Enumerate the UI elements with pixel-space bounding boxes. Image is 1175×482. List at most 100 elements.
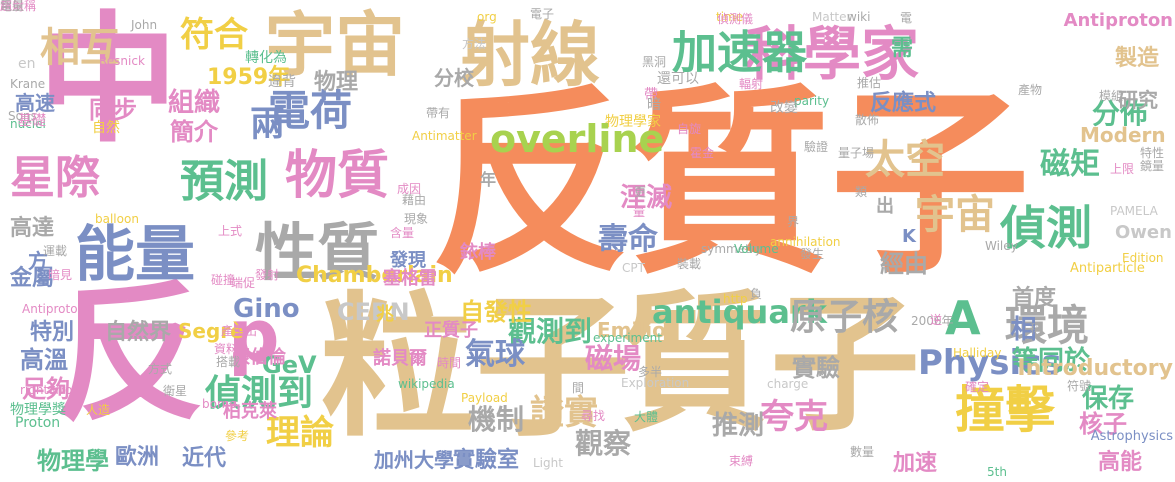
cloud-word: 方法: [462, 37, 487, 51]
cloud-word: 暗見: [48, 268, 73, 282]
cloud-word: 夸克: [760, 397, 828, 437]
cloud-word: 原子核: [790, 297, 899, 338]
cloud-word: 上式: [218, 224, 243, 238]
cloud-word: 數量: [850, 445, 875, 459]
cloud-word: Krane: [10, 77, 46, 91]
cloud-word: 磁矩: [1040, 147, 1100, 182]
cloud-word: K: [902, 226, 916, 247]
cloud-word: 暗: [647, 97, 661, 113]
cloud-word: 高能: [1098, 450, 1143, 475]
cloud-word: 撞擊: [955, 381, 1055, 439]
cloud-word: 加速: [893, 451, 938, 476]
cloud-word: 星際: [10, 151, 101, 204]
cloud-word: annihilation: [770, 235, 841, 249]
cloud-word: 金屬: [10, 266, 55, 291]
cloud-word: Halliday: [953, 346, 1002, 360]
cloud-word: 年: [480, 170, 497, 189]
cloud-word: 特性: [1140, 146, 1165, 160]
cloud-word: Antimatter: [412, 129, 477, 143]
cloud-word: 自發性: [460, 298, 532, 326]
cloud-word: 多半: [638, 365, 663, 379]
cloud-word: 氣球: [465, 337, 525, 372]
cloud-word: Antiproton2: [22, 302, 93, 316]
cloud-word: Chamberlain: [296, 263, 453, 288]
cloud-word: charge: [767, 377, 809, 391]
cloud-word: 間: [572, 381, 585, 395]
cloud-word: 成因: [397, 182, 422, 196]
cloud-word: Segrè: [178, 319, 244, 343]
cloud-word: Sons: [8, 109, 37, 123]
cloud-word: symmetry: [701, 242, 762, 256]
cloud-word: 超射稱: [0, 0, 37, 13]
cloud-word: Antiproton: [1063, 10, 1173, 31]
cloud-word: 足夠: [22, 375, 70, 403]
cloud-word: 還可以: [657, 71, 699, 87]
cloud-word: wikipedia: [398, 377, 455, 391]
cloud-word: 產生出: [221, 324, 258, 338]
cloud-word: 改變: [770, 100, 798, 116]
cloud-word: 等同於: [1012, 346, 1091, 376]
cloud-word: 帶有: [426, 106, 451, 120]
cloud-word: 張伯倫: [232, 347, 286, 368]
cloud-word: 壽命: [598, 222, 658, 257]
cloud-word: 組織: [168, 88, 221, 118]
cloud-word: 類: [855, 185, 868, 199]
cloud-word: 太空: [865, 137, 945, 183]
cloud-word: 諾貝爾: [373, 348, 427, 369]
cloud-word: 實驗室: [453, 448, 520, 473]
cloud-word: Gino: [233, 294, 300, 324]
cloud-word: 輻射: [739, 77, 764, 91]
cloud-word: 電: [900, 11, 913, 25]
cloud-word: 保存: [1082, 384, 1135, 414]
cloud-word: 質子: [620, 278, 921, 452]
cloud-word: Exploration: [621, 376, 690, 390]
cloud-word: 量: [633, 205, 646, 219]
cloud-word: 正質子: [424, 320, 478, 341]
cloud-word: 實驗: [792, 354, 840, 382]
cloud-word: 鏡量: [1140, 159, 1165, 173]
cloud-word: 加州大學: [374, 448, 454, 472]
cloud-word: antiquark: [652, 293, 827, 331]
cloud-word: 物質: [285, 146, 390, 206]
cloud-word: Modern: [1080, 123, 1166, 147]
cloud-word: 基礎: [18, 113, 46, 129]
cloud-word: parity: [794, 94, 830, 108]
cloud-word: 近代: [182, 446, 227, 471]
cloud-word: 5th: [987, 465, 1007, 479]
cloud-word: 束縛: [729, 454, 754, 468]
cloud-word: 逆: [930, 313, 943, 327]
cloud-word: Payload: [461, 391, 508, 405]
cloud-word: 電量: [0, 0, 25, 13]
cloud-word: 分校: [434, 66, 474, 90]
cloud-word: 中: [14, 5, 177, 140]
cloud-word: Edition: [1122, 251, 1164, 265]
cloud-word: 上限: [1110, 162, 1135, 176]
cloud-word: 轉化為: [245, 50, 287, 66]
cloud-word: 研究: [1118, 88, 1158, 112]
cloud-word: 預測: [180, 156, 268, 207]
cloud-word: A: [945, 291, 981, 345]
cloud-word: time: [716, 10, 744, 24]
cloud-word: 加速器: [672, 26, 808, 79]
cloud-word: Wiley: [985, 239, 1018, 253]
cloud-word: 符號: [1067, 379, 1092, 393]
cloud-word: 霍金: [690, 146, 715, 160]
cloud-word: 高速: [15, 91, 55, 115]
cloud-word: 界: [787, 215, 800, 229]
cloud-word: 宇宙: [265, 4, 405, 86]
cloud-word: 更: [634, 185, 647, 199]
cloud-word: 分佈: [1092, 97, 1149, 130]
cloud-word: 參考: [225, 429, 250, 443]
cloud-word: 帶: [644, 87, 658, 103]
cloud-word: wiki: [847, 10, 871, 24]
cloud-word: 偵測: [1000, 201, 1092, 255]
cloud-word: John: [131, 18, 158, 32]
cloud-word: 首度: [1012, 286, 1057, 311]
cloud-word: 資料: [214, 342, 239, 356]
cloud-word: 相互: [40, 25, 120, 71]
cloud-word: 模組: [1099, 89, 1124, 103]
cloud-word: 黑洞: [642, 55, 667, 69]
cloud-word: 用以: [0, 0, 25, 13]
cloud-word: 確定: [965, 380, 990, 394]
cloud-word: 反應式: [870, 91, 937, 116]
